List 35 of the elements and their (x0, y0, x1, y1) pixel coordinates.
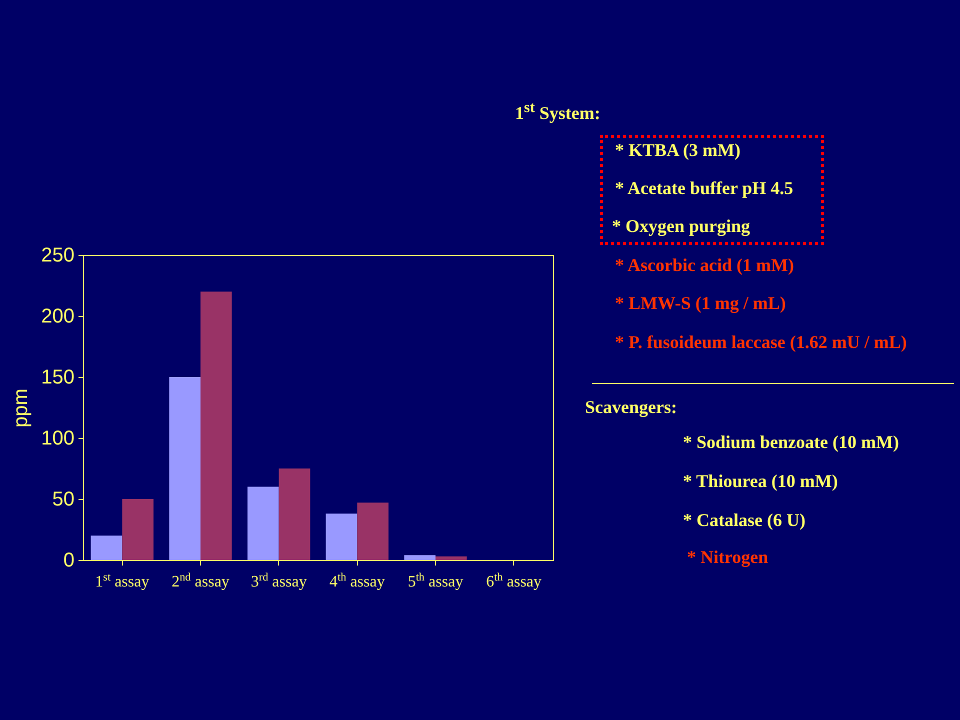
text: * Ascorbic acid (1 mM) (615, 255, 794, 276)
bar (436, 556, 467, 560)
x-tick-label: 2$^{nd}$ assay (172, 572, 230, 590)
x-tick-label: 6$^{th}$ assay (486, 572, 542, 590)
text: * Catalase (6 U) (683, 510, 806, 531)
bar (278, 468, 310, 560)
bar (326, 514, 358, 560)
bar (404, 555, 436, 560)
bar (248, 486, 279, 560)
y-tick-label: 250 (41, 244, 74, 266)
x-tick-label: 1$^{st}$ assay (95, 572, 150, 590)
bar (122, 499, 154, 560)
text: * P. fusoideum laccase (1.62 mU / mL) (615, 332, 907, 353)
text: * LMW-S (1 mg / mL) (615, 293, 786, 314)
bar (357, 502, 388, 560)
y-tick-label: 0 (63, 550, 74, 572)
y-tick-label: 150 (41, 366, 74, 388)
text: * Nitrogen (687, 547, 768, 568)
y-tick-label: 100 (41, 428, 74, 450)
y-tick-label: 50 (52, 488, 74, 510)
y-tick-label: 200 (41, 306, 74, 328)
text: Scavengers: (585, 397, 677, 418)
x-tick-label: 5$^{th}$ assay (408, 572, 464, 590)
text: 1$^{st}$ System: (515, 100, 600, 124)
x-tick-label: 4$^{th}$ assay (329, 572, 385, 590)
x-tick-label: 3$^{rd}$ assay (250, 572, 307, 590)
text: * Sodium benzoate (10 mM) (683, 432, 899, 453)
text: * Acetate buffer pH 4.5 (615, 178, 794, 199)
text: * Thiourea (10 mM) (683, 471, 838, 492)
y-axis-title: ppm (10, 388, 32, 428)
bar (90, 536, 122, 560)
text: * KTBA (3 mM) (615, 140, 740, 161)
bar (169, 377, 200, 560)
text: * Oxygen purging (612, 216, 750, 237)
bar (200, 292, 232, 560)
